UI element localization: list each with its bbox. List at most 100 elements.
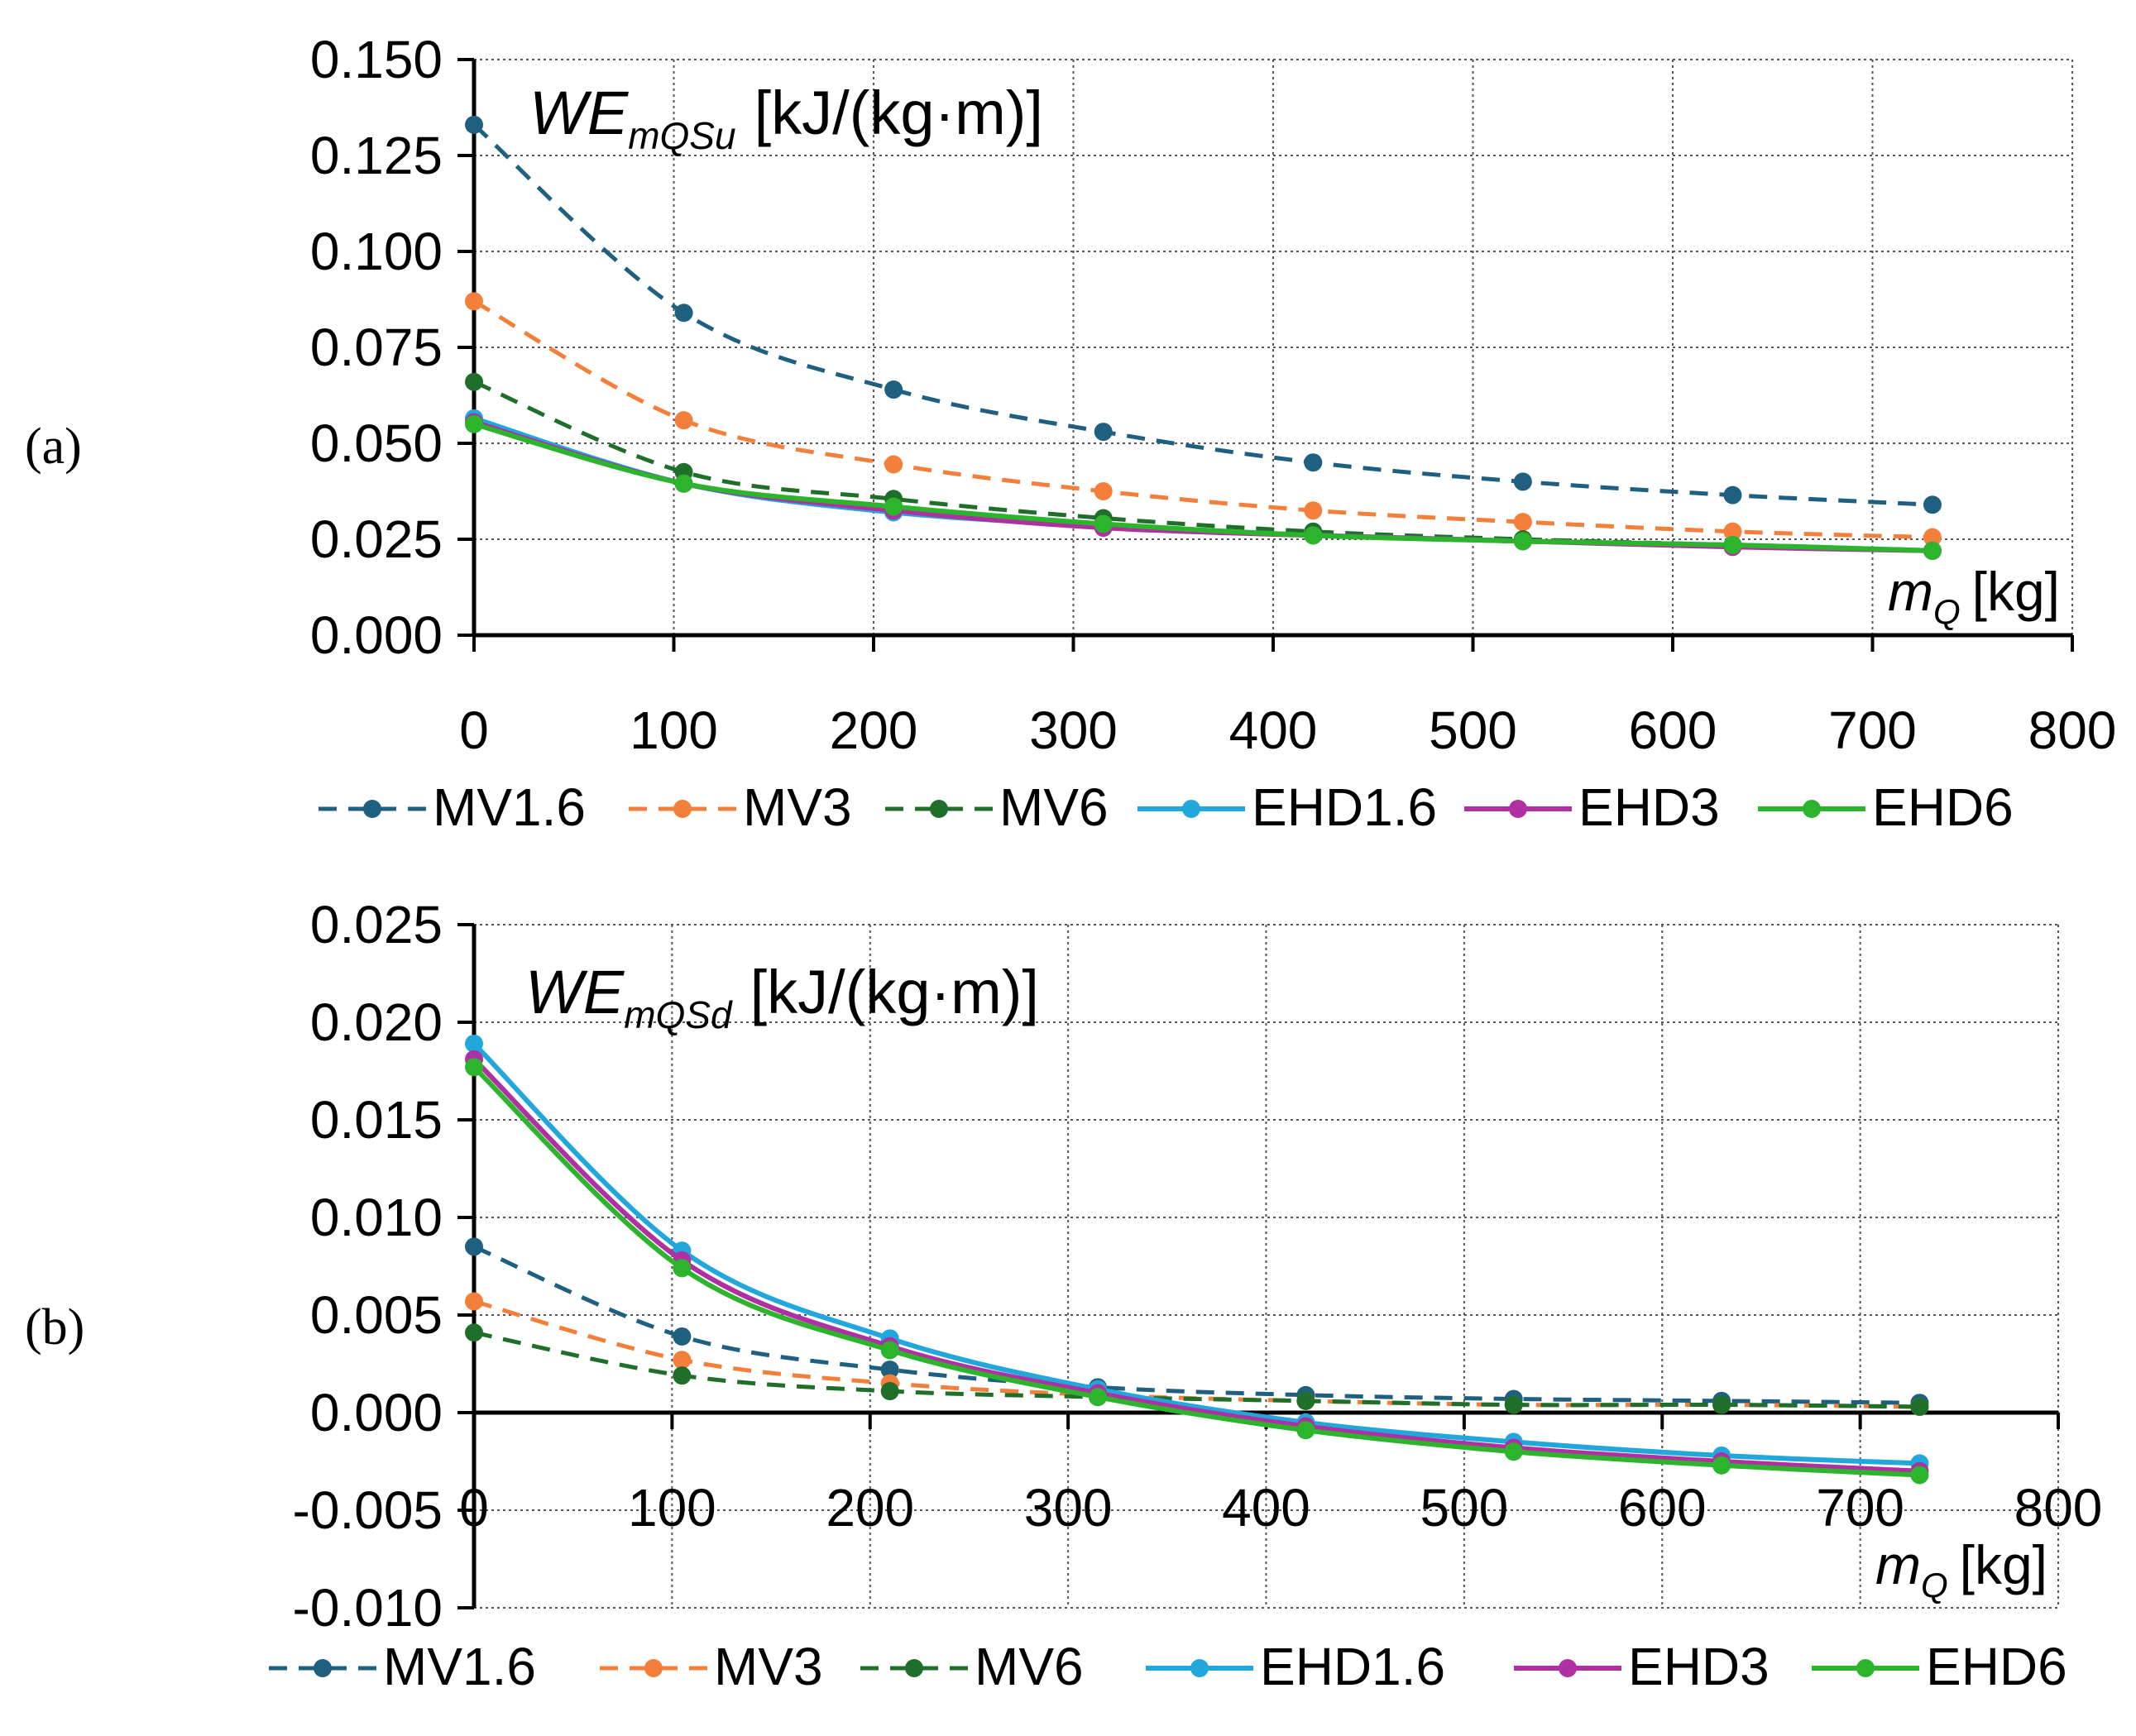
chart-a-data-point-ehd6: [1923, 541, 1942, 560]
chart-a-legend-swatch-marker: [1803, 800, 1821, 818]
chart-a-data-point-mv1.6: [674, 304, 693, 323]
chart-a-x-tick-label: 200: [830, 701, 918, 760]
chart-a-y-tick-label: 0.000: [310, 605, 443, 665]
chart-b-legend-item-mv3: MV3: [600, 1637, 823, 1696]
chart-b-legend-swatch-marker: [1559, 1659, 1577, 1677]
chart-a-x-tick-label: 500: [1429, 701, 1517, 760]
chart-a-legend-swatch-marker: [1509, 800, 1527, 818]
chart-a-legend-item-mv1.6: MV1.6: [318, 777, 586, 837]
chart-a-legend-label: MV3: [743, 777, 852, 837]
chart-a-data-point-ehd6: [1513, 532, 1532, 551]
chart-a-data-point-ehd6: [1094, 514, 1113, 533]
chart-a-y-tick-label: 0.150: [310, 30, 443, 89]
chart-a-series-line-mv6: [473, 380, 1933, 553]
chart-b-x-tick-label: 400: [1222, 1478, 1310, 1538]
chart-b-data-point-ehd6: [465, 1058, 483, 1077]
chart-a-x-tick-label: 600: [1629, 701, 1717, 760]
chart-a-data-point-mv1.6: [1094, 423, 1113, 442]
chart-b-data-point-mv6: [880, 1382, 899, 1401]
chart-a-x-tick-label: 800: [2028, 701, 2117, 760]
chart-a-data-point-mv3: [1923, 528, 1942, 547]
chart-b-data-point-mv3: [465, 1292, 483, 1311]
chart-b-data-point-mv6: [1504, 1395, 1523, 1414]
chart-a-data-point-mv3: [674, 411, 693, 430]
chart-b-y-tick-label: 0.015: [310, 1090, 443, 1150]
chart-a-data-point-mv3: [1723, 522, 1742, 541]
panel-label-a: (a): [25, 418, 82, 475]
chart-a-series-line-ehd6: [473, 421, 1933, 553]
chart-a-x-axis-label: mQ [kg]: [1888, 561, 2060, 631]
chart-b-y-tick-label: 0.025: [310, 895, 443, 954]
chart-b-x-tick-label: 600: [1618, 1478, 1707, 1538]
chart-b-x-tick-label: 0: [459, 1478, 489, 1538]
chart-b-data-point-mv1.6: [673, 1327, 692, 1346]
chart-b-series-line-ehd3: [472, 1057, 1920, 1474]
chart-a-data-point-ehd6: [1304, 526, 1323, 545]
chart-a-legend-label: EHD3: [1578, 777, 1720, 837]
chart-b-series-line-mv6: [473, 1330, 1920, 1409]
chart-a-y-tick-label: 0.125: [310, 126, 443, 185]
chart-b-legend-swatch-marker: [1856, 1659, 1875, 1677]
chart-a-data-point-mv1.6: [884, 380, 903, 399]
chart-b-legend-label: EHD3: [1628, 1637, 1770, 1696]
chart-a-legend-swatch-marker: [673, 800, 692, 818]
chart-a-data-point-mv1.6: [1304, 453, 1323, 472]
chart-a-title: WEmQSu [kJ/(kg·m)]: [529, 79, 1043, 157]
chart-a-data-point-ehd6: [884, 497, 903, 516]
chart-a-x-tick-label: 700: [1828, 701, 1917, 760]
chart-b-data-point-ehd6: [880, 1341, 899, 1360]
chart-a-data-point-mv3: [1513, 513, 1532, 532]
chart-a-data-point-mv1.6: [1723, 485, 1742, 505]
panel-label-b: (b): [25, 1299, 84, 1356]
chart-b-x-tick-label: 800: [2014, 1478, 2103, 1538]
chart-a-legend-swatch-marker: [1182, 800, 1200, 818]
chart-a-data-point-mv6: [465, 372, 483, 391]
chart-b-y-tick-label: -0.005: [293, 1480, 443, 1540]
chart-b-legend-swatch-marker: [314, 1659, 332, 1677]
chart-b-y-tick-label: -0.010: [293, 1578, 443, 1638]
chart-b-y-tick-label: 0.000: [310, 1383, 443, 1442]
chart-b-legend-item-mv1.6: MV1.6: [269, 1637, 536, 1696]
chart-b-y-tick-label: 0.010: [310, 1188, 443, 1247]
chart-b-legend-item-ehd3: EHD3: [1514, 1637, 1770, 1696]
chart-a-legend-label: EHD6: [1872, 777, 2014, 837]
chart-a-data-point-mv3: [465, 292, 483, 311]
chart-b-legend-label: EHD1.6: [1260, 1637, 1445, 1696]
chart-a-legend-item-mv6: MV6: [885, 777, 1109, 837]
chart-b-x-tick-label: 300: [1024, 1478, 1113, 1538]
chart-a-legend-item-mv3: MV3: [629, 777, 852, 837]
chart-a-legend-item-ehd6: EHD6: [1758, 777, 2014, 837]
chart-b-data-point-ehd1.6: [465, 1034, 483, 1053]
chart-b-legend-label: MV6: [975, 1637, 1084, 1696]
chart-b-data-point-mv6: [1712, 1395, 1731, 1414]
chart-b-x-tick-label: 500: [1420, 1478, 1508, 1538]
chart-b-legend-swatch-marker: [1190, 1659, 1209, 1677]
chart-b-legend-label: MV1.6: [383, 1637, 536, 1696]
chart-b-data-point-ehd6: [1712, 1456, 1731, 1475]
chart-b-legend-label: EHD6: [1926, 1637, 2067, 1696]
chart-a-data-point-mv3: [884, 455, 903, 474]
chart-b-data-point-mv6: [673, 1366, 692, 1385]
chart-b: -0.010 -0.005 0.000 0.005 0.010 0.015 0.020 0.0…: [269, 895, 2102, 1696]
chart-a-legend-label: EHD1.6: [1252, 777, 1437, 837]
chart-b-data-point-ehd6: [1504, 1442, 1523, 1461]
chart-b-legend-item-ehd6: EHD6: [1812, 1637, 2067, 1696]
chart-a-data-point-ehd6: [1723, 535, 1742, 554]
chart-a-data-point-mv1.6: [1513, 472, 1532, 491]
chart-b-legend-swatch-marker: [905, 1659, 923, 1677]
chart-b-x-tick-label: 200: [826, 1478, 914, 1538]
chart-a-data-point-mv1.6: [465, 115, 483, 134]
chart-a-x-tick-label: 400: [1229, 701, 1318, 760]
chart-a-x-tick-label: 300: [1029, 701, 1118, 760]
chart-a-legend-label: MV1.6: [433, 777, 586, 837]
chart-b-data-point-ehd6: [1089, 1388, 1108, 1407]
chart-b-data-point-mv6: [1910, 1397, 1929, 1416]
chart-a-y-tick-label: 0.075: [310, 318, 443, 377]
chart-a-data-point-ehd6: [465, 414, 483, 433]
chart-b-data-point-ehd6: [1296, 1421, 1315, 1440]
chart-b-data-point-mv6: [1296, 1391, 1315, 1410]
chart-a-data-point-ehd6: [674, 474, 693, 493]
chart-b-y-tick-label: 0.020: [310, 992, 443, 1052]
chart-a-legend-item-ehd1.6: EHD1.6: [1137, 777, 1437, 837]
